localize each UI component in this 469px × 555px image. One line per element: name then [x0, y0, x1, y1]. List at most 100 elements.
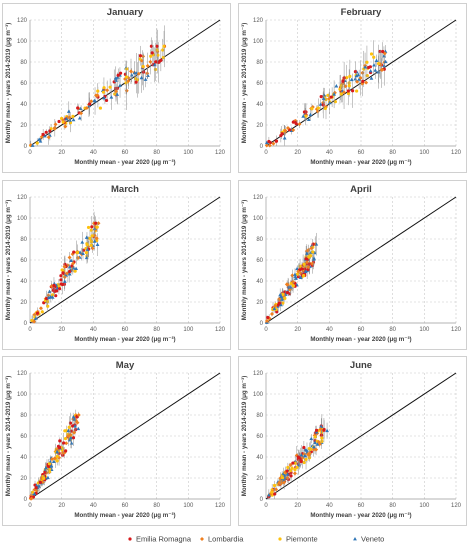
data-point-emilia-romagna — [64, 449, 68, 453]
data-point-emilia-romagna — [155, 44, 159, 48]
y-tick-label: 60 — [256, 81, 263, 87]
data-point-veneto — [356, 73, 361, 77]
data-point-piemonte — [71, 114, 75, 118]
data-point-veneto — [298, 275, 303, 279]
data-point-veneto — [132, 70, 137, 75]
y-axis-label: Monthly mean - years 2014-2019 (μg m⁻³) — [241, 23, 248, 144]
data-point-emilia-romagna — [319, 95, 323, 99]
y-tick-label: 100 — [17, 392, 28, 398]
y-tick-label: 0 — [260, 497, 264, 503]
points-group — [28, 25, 167, 148]
legend-item-emilia-romagna: Emilia Romagna — [128, 535, 192, 544]
data-point-emilia-romagna — [90, 225, 94, 229]
data-point-lombardia — [342, 90, 347, 95]
data-point-emilia-romagna — [47, 464, 51, 469]
points-group — [264, 40, 388, 148]
data-point-emilia-romagna — [353, 70, 358, 74]
data-point-lombardia — [63, 124, 68, 129]
x-tick-label: 80 — [389, 150, 396, 156]
data-point-piemonte — [309, 254, 313, 258]
data-point-piemonte — [338, 87, 342, 91]
data-point-veneto — [139, 75, 144, 80]
data-point-lombardia — [274, 487, 279, 492]
data-point-piemonte — [347, 84, 351, 88]
data-point-veneto — [67, 264, 72, 269]
data-point-piemonte — [162, 44, 166, 48]
data-point-lombardia — [296, 269, 301, 274]
data-point-piemonte — [63, 437, 68, 441]
data-point-veneto — [374, 58, 379, 63]
x-tick-label: 60 — [122, 150, 129, 156]
data-point-veneto — [115, 75, 120, 79]
data-point-piemonte — [124, 75, 129, 79]
y-tick-label: 40 — [256, 279, 263, 285]
data-point-piemonte — [108, 85, 112, 89]
data-point-piemonte — [311, 250, 315, 254]
data-point-veneto — [272, 306, 277, 311]
data-point-veneto — [357, 77, 362, 81]
panel-frame — [238, 356, 467, 526]
legend-item-lombardia: Lombardia — [200, 535, 244, 544]
data-point-lombardia — [114, 89, 119, 94]
y-tick-label: 100 — [253, 392, 264, 398]
legend-label: Emilia Romagna — [136, 535, 192, 544]
x-tick-label: 120 — [451, 503, 462, 509]
data-point-veneto — [285, 472, 290, 476]
data-point-emilia-romagna — [53, 289, 57, 293]
data-point-veneto — [49, 463, 54, 468]
data-point-lombardia — [285, 282, 290, 287]
points-group — [264, 232, 319, 325]
x-tick-label: 100 — [183, 150, 194, 156]
data-point-piemonte — [280, 476, 285, 480]
data-point-piemonte — [316, 106, 320, 110]
x-tick-label: 80 — [153, 150, 160, 156]
legend-label: Piemonte — [286, 535, 318, 544]
data-point-piemonte — [89, 240, 94, 244]
data-point-piemonte — [339, 92, 343, 96]
data-point-veneto — [376, 70, 381, 74]
data-point-veneto — [304, 448, 309, 452]
x-tick-label: 120 — [215, 503, 226, 509]
data-point-lombardia — [311, 447, 316, 452]
data-point-piemonte — [320, 436, 324, 440]
data-point-piemonte — [347, 81, 351, 85]
data-point-veneto — [363, 65, 368, 69]
data-point-veneto — [382, 53, 386, 58]
legend-item-piemonte: Piemonte — [278, 535, 318, 544]
data-point-veneto — [71, 266, 76, 270]
data-point-piemonte — [46, 304, 50, 308]
data-point-emilia-romagna — [319, 433, 324, 437]
x-tick-label: 0 — [28, 503, 32, 509]
data-point-lombardia — [62, 264, 67, 269]
x-tick-label: 100 — [419, 327, 430, 333]
data-point-lombardia — [281, 480, 286, 485]
data-point-piemonte — [161, 48, 165, 52]
panel-frame — [238, 180, 467, 350]
y-tick-label: 60 — [256, 434, 263, 440]
data-point-piemonte — [307, 456, 312, 460]
data-point-veneto — [55, 449, 60, 454]
data-point-veneto — [64, 116, 69, 121]
data-point-lombardia — [136, 71, 141, 76]
y-tick-label: 20 — [256, 123, 263, 129]
data-point-veneto — [37, 137, 42, 141]
data-point-lombardia — [32, 319, 37, 324]
data-point-lombardia — [129, 69, 134, 74]
y-tick-label: 80 — [20, 413, 27, 419]
y-tick-label: 60 — [20, 434, 27, 440]
x-tick-label: 40 — [326, 503, 333, 509]
data-point-piemonte — [90, 234, 94, 238]
data-point-veneto — [34, 316, 38, 320]
data-point-piemonte — [290, 466, 294, 470]
data-point-lombardia — [72, 430, 77, 435]
data-point-veneto — [369, 76, 374, 80]
data-point-lombardia — [76, 413, 81, 417]
data-point-lombardia — [126, 76, 131, 81]
x-tick-label: 0 — [264, 327, 268, 333]
data-point-veneto — [306, 117, 311, 122]
data-point-veneto — [289, 285, 293, 289]
data-point-piemonte — [40, 310, 44, 314]
data-point-veneto — [325, 428, 329, 433]
data-point-veneto — [283, 473, 287, 477]
data-point-lombardia — [50, 457, 55, 462]
